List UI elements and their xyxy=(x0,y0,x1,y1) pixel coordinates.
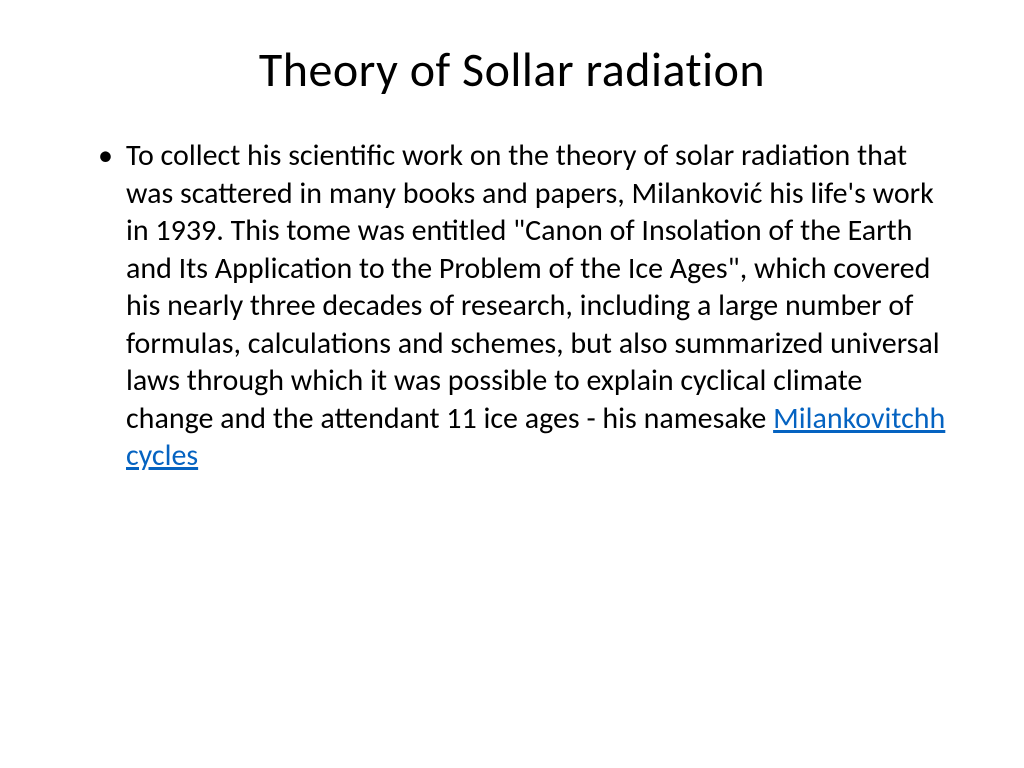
slide-title: Theory of Sollar radiation xyxy=(70,40,954,99)
bullet-paragraph: To collect his scientific work on the th… xyxy=(98,137,954,475)
slide-container: Theory of Sollar radiation To collect hi… xyxy=(0,0,1024,768)
slide-body: To collect his scientific work on the th… xyxy=(70,137,954,475)
body-text: To collect his scientific work on the th… xyxy=(126,137,940,437)
